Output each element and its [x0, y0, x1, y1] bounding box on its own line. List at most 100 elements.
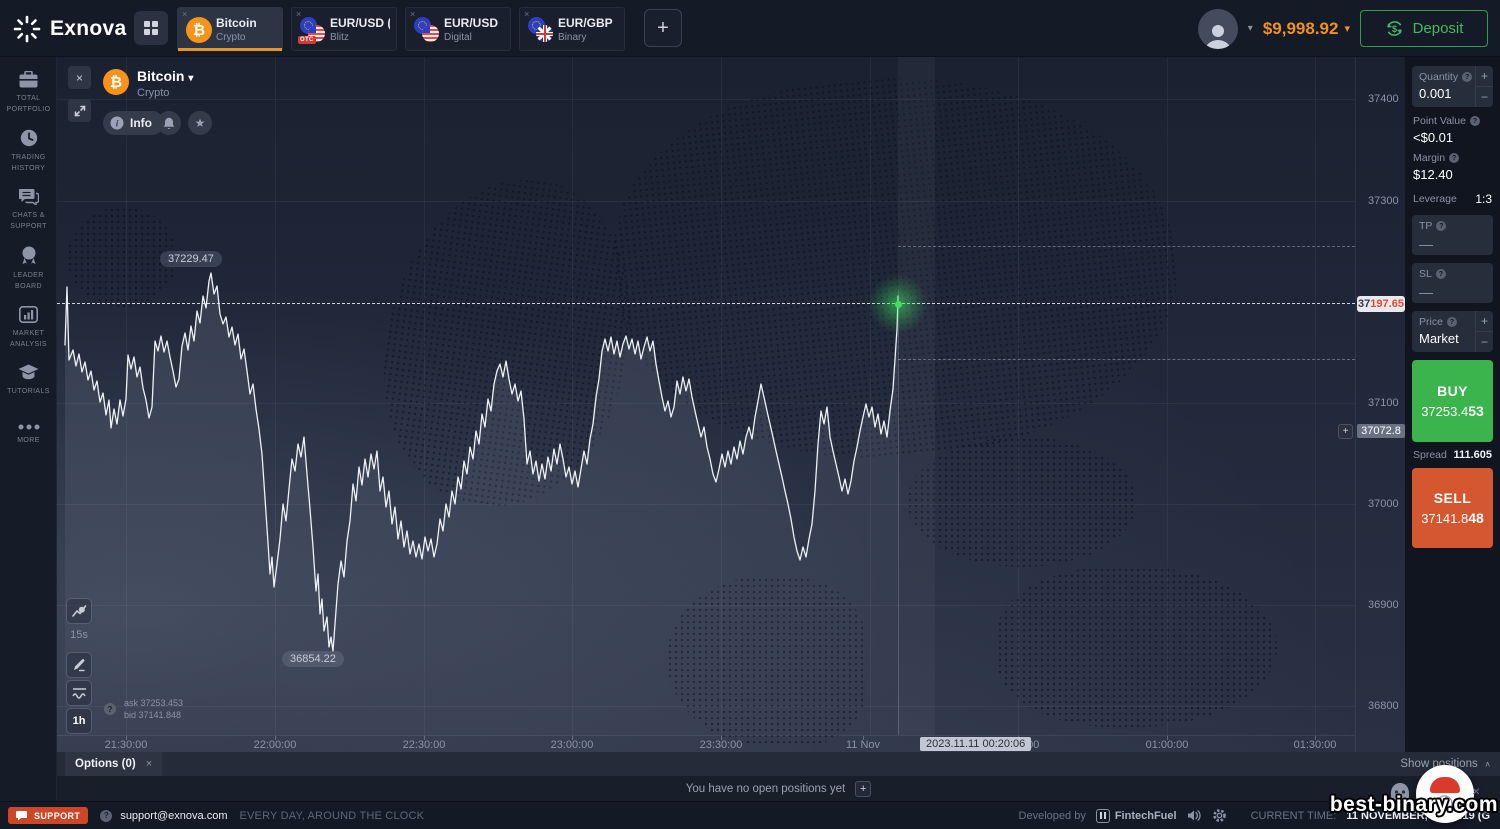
support-hours: EVERY DAY, AROUND THE CLOCK	[239, 809, 425, 822]
sidebar-item-more[interactable]: MORE	[0, 424, 57, 447]
tab-options[interactable]: Options (0) ×	[65, 752, 163, 776]
quantity-value[interactable]: 0.001	[1419, 86, 1452, 101]
help-icon[interactable]: ?	[104, 703, 116, 716]
support-email[interactable]: support@exnova.com	[120, 809, 228, 822]
tab-eurusd-otc[interactable]: × OTC EUR/USD (O... Blitz	[291, 7, 397, 51]
stop-loss-box[interactable]: SL? —	[1412, 263, 1493, 303]
price-decrease-button[interactable]: −	[1476, 331, 1493, 352]
widget-close-button[interactable]: ×	[1472, 783, 1481, 799]
sidebar-item-chats-support[interactable]: CHATS & SUPPORT	[0, 188, 57, 232]
sidebar-item-label: TUTORIALS	[7, 388, 50, 395]
settings-button[interactable]	[1212, 808, 1227, 823]
close-icon[interactable]: ×	[145, 758, 153, 770]
price-box[interactable]: Price? Market + −	[1412, 311, 1493, 352]
asset-grid-button[interactable]	[134, 11, 168, 45]
info-label: Info	[130, 116, 152, 130]
plus-icon: +	[1342, 426, 1349, 437]
help-icon[interactable]: ?	[1446, 317, 1457, 327]
drawing-tools-button[interactable]	[66, 652, 92, 678]
close-chart-button[interactable]: ×	[68, 66, 91, 89]
sound-button[interactable]	[1187, 809, 1202, 822]
balance[interactable]: $9,998.92	[1262, 18, 1339, 38]
close-icon[interactable]: ×	[182, 9, 188, 19]
chat-launcher[interactable]	[1416, 765, 1474, 823]
price-label: Price	[1419, 316, 1443, 328]
help-icon[interactable]: ?	[100, 809, 113, 822]
sl-label: SL	[1419, 268, 1432, 280]
quantity-decrease-button[interactable]: −	[1476, 86, 1493, 107]
chart-type-timeframe-label[interactable]: 15s	[70, 629, 88, 641]
eurusd-otc-flags-icon: OTC	[298, 17, 326, 44]
price-increase-button[interactable]: +	[1480, 314, 1488, 328]
alerts-button[interactable]	[157, 111, 181, 135]
chart-type-button[interactable]	[66, 598, 92, 624]
help-icon[interactable]: ?	[1436, 221, 1447, 231]
tab-bitcoin[interactable]: × ₿ Bitcoin Crypto	[177, 7, 283, 51]
alert-price-badge: 37072.8	[1357, 424, 1405, 438]
plus-icon: +	[657, 16, 669, 39]
asset-selector[interactable]: Bitcoin ▾	[137, 68, 194, 84]
quantity-box[interactable]: Quantity? 0.001 + −	[1412, 66, 1493, 107]
exnova-spark-icon	[13, 15, 41, 42]
x-axis-label: 22:00:00	[253, 739, 297, 751]
add-tab-button[interactable]: +	[644, 9, 682, 47]
gridline	[721, 57, 722, 735]
asset-tabs: × ₿ Bitcoin Crypto × OTC EUR/USD (O... B…	[177, 7, 625, 51]
resize-icon[interactable]: ⇲	[1479, 807, 1487, 817]
logo[interactable]: Exnova	[12, 0, 127, 57]
plus-icon: +	[860, 782, 867, 795]
gridline	[1315, 57, 1316, 735]
tab-eurgbp[interactable]: × EUR/GBP Binary	[519, 7, 625, 51]
balance-caret-icon[interactable]: ▾	[1344, 23, 1350, 35]
gridline	[870, 57, 871, 735]
axis-tick	[275, 736, 276, 740]
support-label: SUPPORT	[34, 810, 81, 821]
indicators-button[interactable]	[66, 680, 92, 706]
timeframe-button[interactable]: 1h	[66, 708, 92, 734]
price-axis[interactable]: 37197.65 37072.8 37400 37300 37100 37000 369…	[1355, 57, 1405, 752]
favorite-button[interactable]: ★	[188, 111, 212, 135]
close-icon[interactable]: ×	[524, 9, 530, 19]
buy-label: BUY	[1437, 383, 1468, 399]
help-icon[interactable]: ?	[1462, 72, 1473, 82]
close-icon[interactable]: ×	[296, 9, 302, 19]
map-dots	[67, 207, 177, 307]
price-mode-value[interactable]: Market	[1419, 331, 1459, 346]
eurgbp-flags-icon	[528, 17, 554, 43]
sl-value: —	[1419, 284, 1433, 300]
sidebar-item-market-analysis[interactable]: MARKET ANALYSIS	[0, 306, 57, 350]
sidebar-item-tutorials[interactable]: TUTORIALS	[0, 364, 57, 398]
sell-button[interactable]: SELL 37141.848	[1412, 468, 1493, 548]
timeframe-label: 1h	[72, 715, 86, 727]
chart-area[interactable]: 37229.47 36854.22 × ₿ Bitcoin ▾ Crypto i…	[57, 57, 1405, 752]
x-axis-label: 01:30:00	[1293, 739, 1337, 751]
info-button[interactable]: i Info	[103, 111, 164, 135]
help-icon[interactable]: ?	[1449, 153, 1460, 163]
help-icon[interactable]: ?	[1435, 269, 1446, 279]
x-axis-label: 23:30:00	[699, 739, 743, 751]
avatar[interactable]	[1197, 8, 1238, 49]
current-price-line	[57, 303, 1355, 304]
axis-tick	[1315, 736, 1316, 740]
take-profit-box[interactable]: TP? —	[1412, 215, 1493, 255]
developer-name[interactable]: FintechFuel	[1114, 809, 1177, 822]
deposit-button[interactable]: $ Deposit	[1360, 10, 1488, 47]
ask-bid-readout: ask 37253.453 bid 37141.848	[124, 698, 184, 721]
help-icon[interactable]: ?	[1469, 116, 1480, 126]
sidebar-item-leader-board[interactable]: LEADER BOARD	[0, 246, 57, 292]
time-axis[interactable]: 2023.11.11 00:20:06 21:30:00 22:00:00 22:3…	[57, 735, 1355, 752]
quantity-increase-button[interactable]: +	[1480, 69, 1488, 83]
add-position-button[interactable]: +	[855, 780, 872, 797]
grid-icon	[144, 21, 158, 35]
account-caret-icon[interactable]: ▾	[1247, 23, 1253, 34]
close-icon[interactable]: ×	[410, 9, 416, 19]
show-positions-toggle[interactable]: Show positions ˅	[1400, 752, 1490, 776]
deposit-dollar-icon: $	[1386, 21, 1402, 36]
sidebar-item-total-portfolio[interactable]: TOTAL PORTFOLIO	[0, 71, 57, 115]
collapse-chart-button[interactable]	[68, 99, 91, 122]
buy-button[interactable]: BUY 37253.453	[1412, 360, 1493, 442]
add-alert-button[interactable]: +	[1338, 424, 1353, 439]
sidebar-item-trading-history[interactable]: TRADING HISTORY	[0, 129, 57, 174]
support-button[interactable]: SUPPORT	[8, 807, 89, 824]
tab-eurusd[interactable]: × EUR/USD Digital	[405, 7, 511, 51]
